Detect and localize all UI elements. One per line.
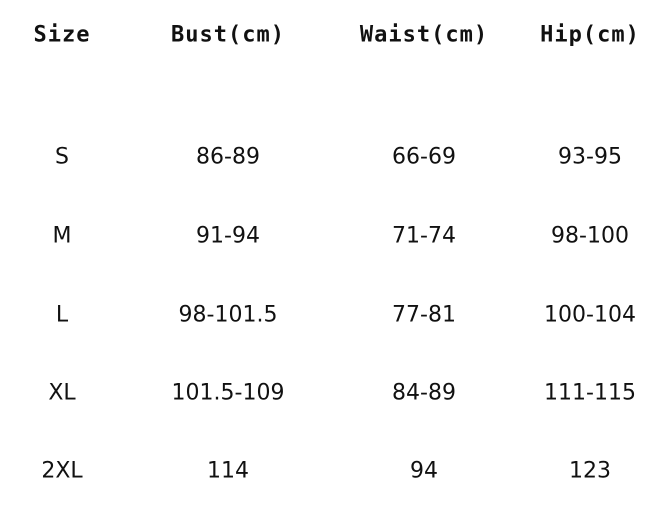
measurement: 100-104 (544, 302, 636, 328)
size-label: S (55, 144, 69, 170)
size-label: L (55, 302, 69, 328)
measurement: 66-69 (392, 144, 456, 170)
size-label: XL (48, 380, 76, 406)
measurement: 114 (207, 458, 249, 484)
size-label: M (52, 223, 72, 249)
measurement: 94 (410, 458, 438, 484)
measurement: 98-100 (551, 223, 629, 249)
measurement: 98-101.5 (178, 302, 278, 328)
measurement: 77-81 (392, 302, 456, 328)
column-header: Waist(cm) (359, 22, 489, 48)
measurement: 86-89 (196, 144, 260, 170)
measurement: 84-89 (392, 380, 456, 406)
measurement: 93-95 (558, 144, 622, 170)
measurement: 111-115 (544, 380, 636, 406)
column-header: Size (33, 22, 91, 48)
measurement: 71-74 (392, 223, 456, 249)
size-label: 2XL (41, 458, 83, 484)
column-header: Bust(cm) (171, 22, 285, 48)
measurement: 101.5-109 (171, 380, 285, 406)
column-header: Hip(cm) (540, 22, 640, 48)
measurement: 91-94 (196, 223, 260, 249)
measurement: 123 (569, 458, 611, 484)
